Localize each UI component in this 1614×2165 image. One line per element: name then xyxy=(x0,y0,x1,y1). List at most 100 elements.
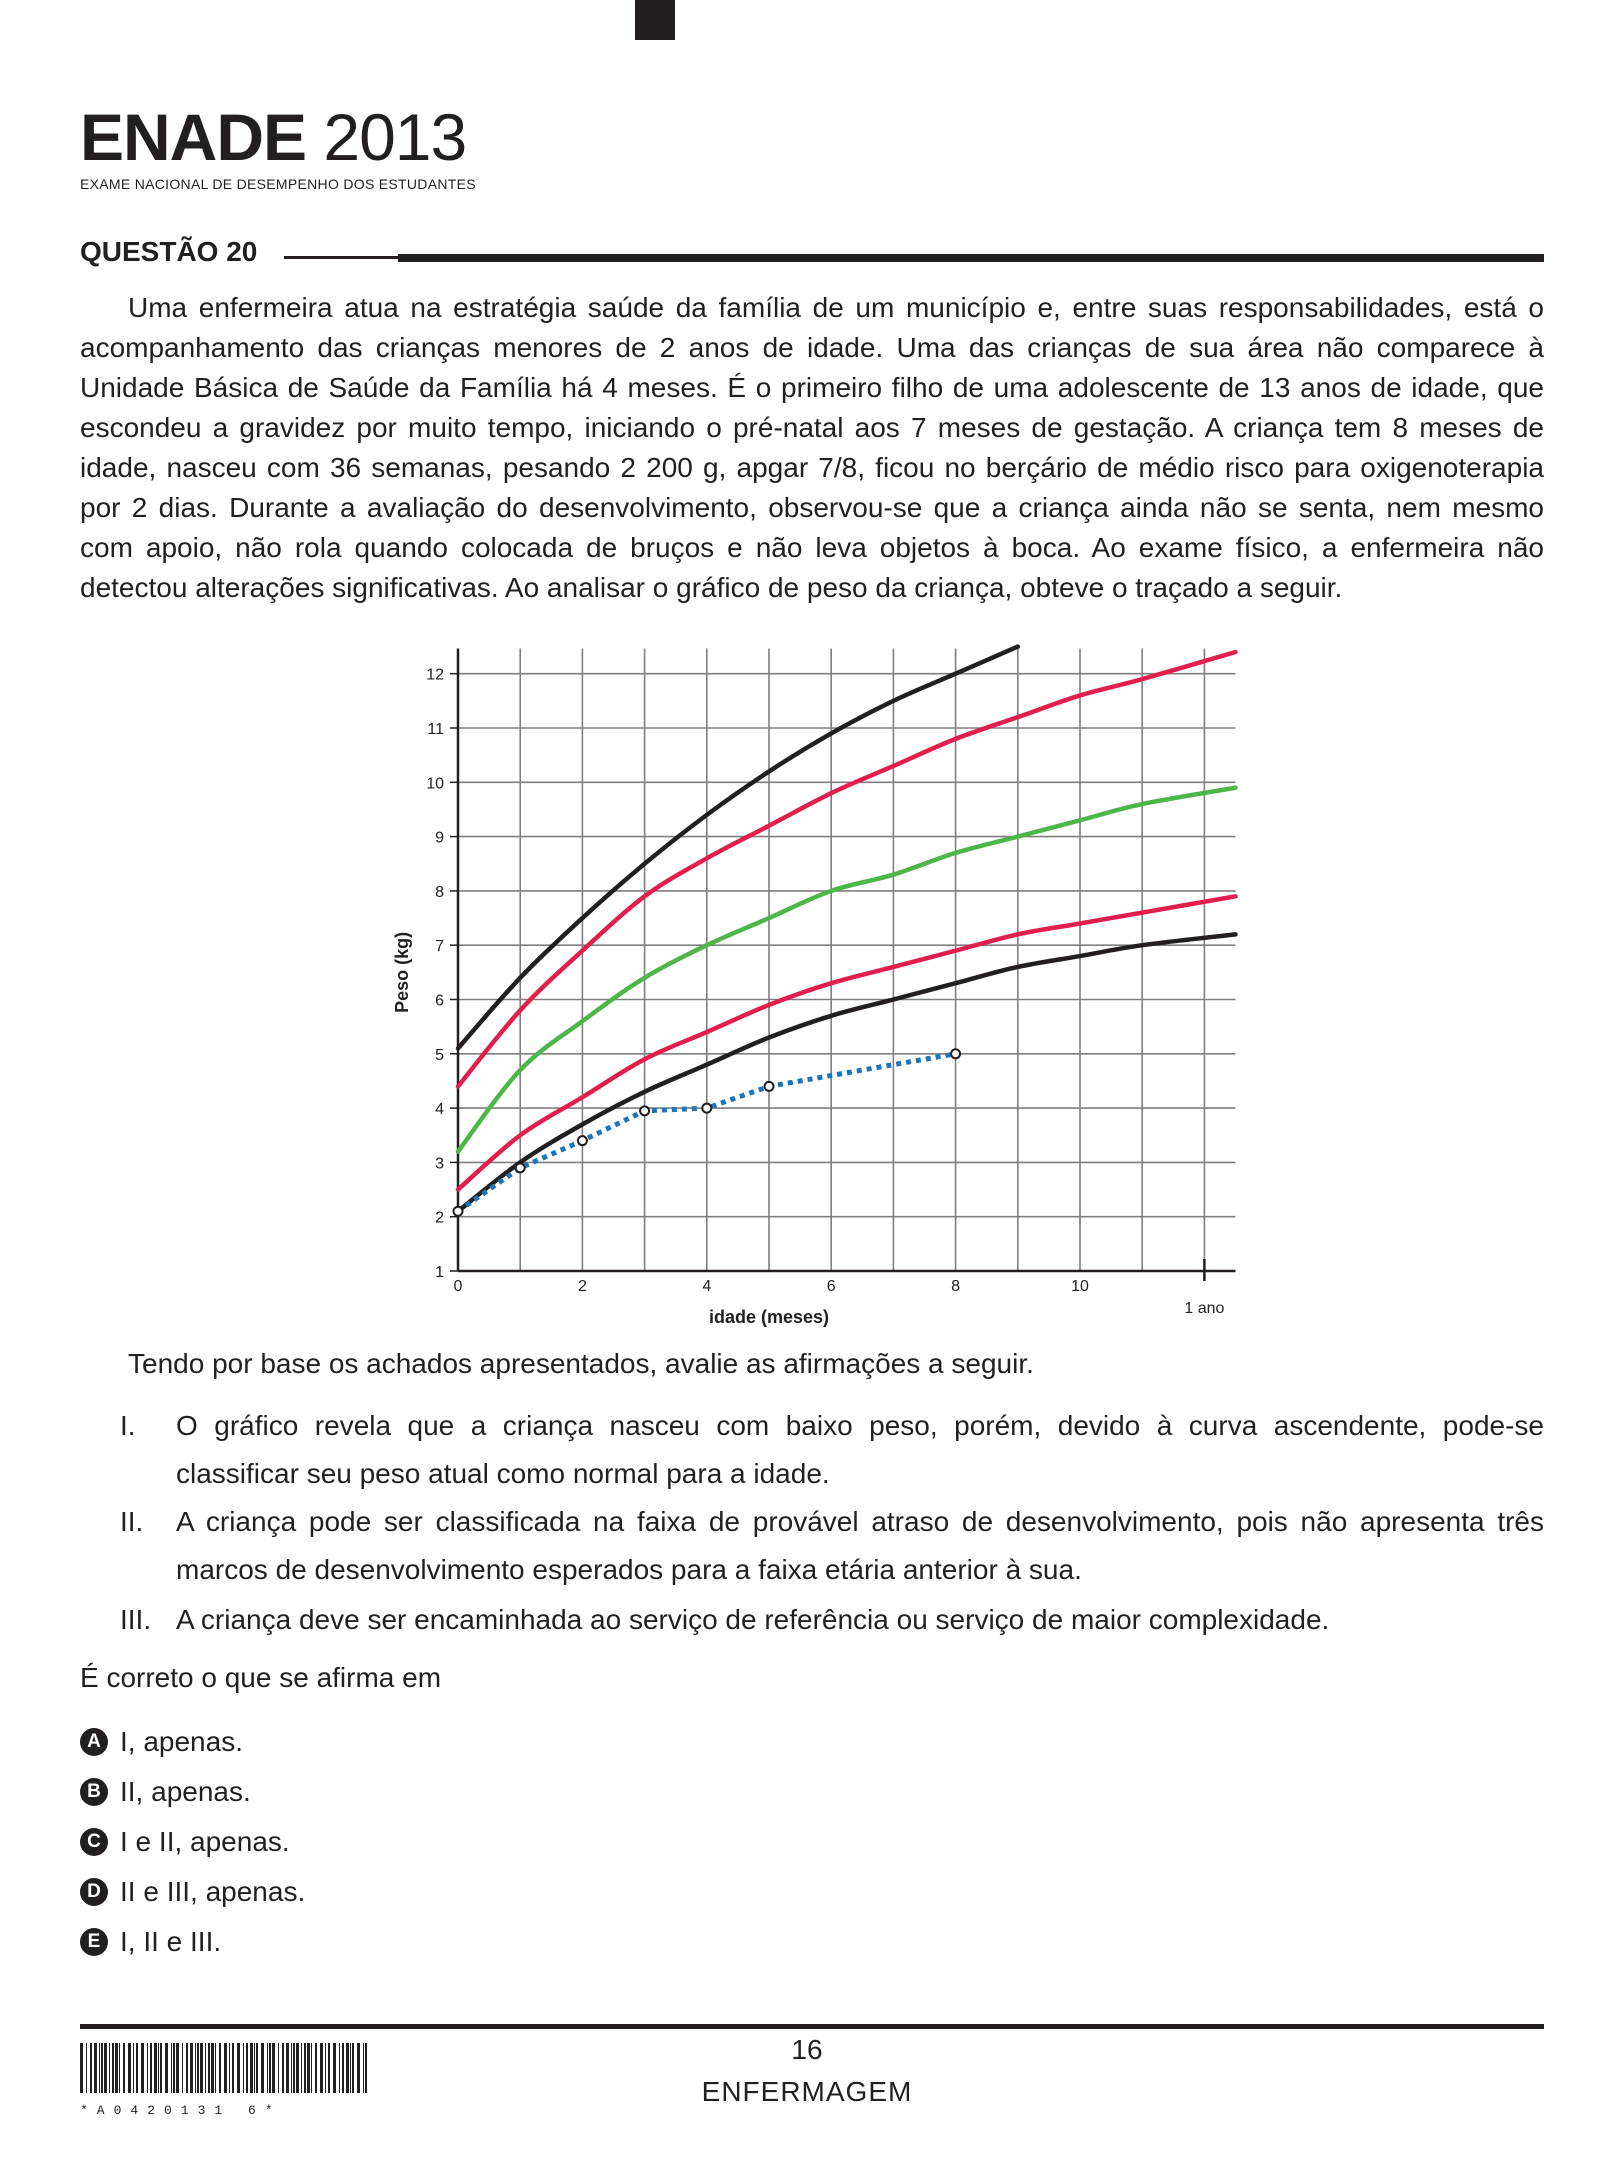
barcode-bar xyxy=(250,2043,253,2093)
barcode xyxy=(80,2043,367,2093)
barcode-bar xyxy=(293,2043,295,2093)
barcode-bar xyxy=(99,2043,100,2093)
barcode-bar xyxy=(147,2043,148,2093)
barcode-bar xyxy=(328,2043,330,2093)
footer-rule xyxy=(80,2024,1544,2029)
logo-year: 2013 xyxy=(323,100,467,174)
x-axis-title: idade (meses) xyxy=(709,1307,829,1327)
barcode-bar xyxy=(94,2043,97,2093)
barcode-bar xyxy=(261,2043,264,2093)
barcode-bar xyxy=(197,2043,199,2093)
option-d-text: II e III, apenas. xyxy=(120,1876,306,1907)
barcode-bar xyxy=(224,2043,227,2093)
y-tick-label: 5 xyxy=(435,1047,444,1064)
child-weight-point xyxy=(452,1205,464,1217)
question-title: QUESTÃO 20 xyxy=(80,236,258,267)
option-d[interactable]: D II e III, apenas. xyxy=(80,1876,305,1908)
barcode-bar xyxy=(109,2043,110,2093)
child-weight-point xyxy=(514,1162,526,1174)
barcode-bar xyxy=(365,2043,367,2093)
x-tick-label: 10 xyxy=(1071,1278,1089,1295)
y-tick-label: 3 xyxy=(435,1155,444,1172)
barcode-bar xyxy=(165,2043,168,2093)
barcode-bar xyxy=(104,2043,107,2093)
barcode-bar xyxy=(219,2043,221,2093)
x-tick-label: 4 xyxy=(702,1278,711,1295)
barcode-bar xyxy=(342,2043,344,2093)
barcode-bar xyxy=(315,2043,317,2093)
barcode-bar xyxy=(333,2043,336,2093)
y-tick-label: 7 xyxy=(435,938,444,955)
title-rule-thin xyxy=(284,256,400,259)
barcode-bar xyxy=(278,2043,279,2093)
option-b-letter: B xyxy=(80,1778,108,1806)
child-weight-point xyxy=(763,1080,775,1092)
y-axis-title: Peso (kg) xyxy=(392,932,412,1013)
x-tick-label: 0 xyxy=(454,1278,463,1295)
statement-2: II. A criança pode ser classificada na f… xyxy=(120,1498,1544,1594)
child-weight-point xyxy=(576,1135,588,1147)
option-b[interactable]: B II, apenas. xyxy=(80,1776,251,1808)
reference-curve-5 xyxy=(455,932,1238,1214)
barcode-bar xyxy=(352,2043,354,2093)
barcode-bar xyxy=(205,2043,206,2093)
reference-curve-2 xyxy=(455,649,1238,1089)
barcode-digits: *A0420131 6* xyxy=(80,2103,282,2118)
y-tick-label: 6 xyxy=(435,993,444,1010)
barcode-bar xyxy=(173,2043,175,2093)
barcode-bar xyxy=(158,2043,159,2093)
statements-intro: Tendo por base os achados apresentados, … xyxy=(128,1348,1034,1379)
logo-subtitle: EXAME NACIONAL DE DESEMPENHO DOS ESTUDAN… xyxy=(80,176,476,192)
logo-title: ENADE 2013 xyxy=(80,104,476,170)
option-c-letter: C xyxy=(80,1828,108,1856)
y-tick-label: 2 xyxy=(435,1210,444,1227)
barcode-bar xyxy=(350,2043,351,2093)
y-tick-label: 8 xyxy=(435,884,444,901)
option-d-letter: D xyxy=(80,1878,108,1906)
weight-chart: 1 2 3 4 5 6 7 8 9 10 11 12 0 2 4 6 8 10 1 ano idade (meses)… xyxy=(380,635,1260,1335)
reference-curve-4 xyxy=(455,894,1238,1192)
barcode-bar xyxy=(150,2043,152,2093)
barcode-bar xyxy=(211,2043,214,2093)
option-e[interactable]: E I, II e III. xyxy=(80,1926,221,1958)
barcode-bar xyxy=(246,2043,248,2093)
barcode-bar xyxy=(119,2043,120,2093)
option-a-letter: A xyxy=(80,1728,108,1756)
option-b-text: II, apenas. xyxy=(120,1776,251,1807)
x-tick-label: 6 xyxy=(827,1278,836,1295)
barcode-bar xyxy=(243,2043,244,2093)
question-text: Uma enfermeira atua na estratégia saúde … xyxy=(80,292,1544,603)
child-weight-point xyxy=(950,1048,962,1060)
barcode-bar xyxy=(307,2043,310,2093)
barcode-bar xyxy=(286,2043,289,2093)
barcode-bar xyxy=(133,2043,134,2093)
barcode-bar xyxy=(200,2043,203,2093)
barcode-bar xyxy=(86,2043,87,2093)
one-year-label: 1 ano xyxy=(1184,1300,1224,1317)
statement-3-text: A criança deve ser encaminhada ao serviç… xyxy=(176,1604,1330,1635)
barcode-bar xyxy=(269,2043,271,2093)
option-a[interactable]: A I, apenas. xyxy=(80,1726,243,1758)
barcode-bar xyxy=(190,2043,193,2093)
logo-enade: ENADE xyxy=(80,100,307,174)
barcode-bar xyxy=(141,2043,144,2093)
barcode-bar xyxy=(256,2043,258,2093)
y-tick-label: 9 xyxy=(435,830,444,847)
statement-2-text: A criança pode ser classificada na faixa… xyxy=(176,1506,1544,1585)
barcode-bar xyxy=(346,2043,349,2093)
barcode-bar xyxy=(115,2043,118,2093)
barcode-bar xyxy=(296,2043,299,2093)
barcode-bar xyxy=(301,2043,302,2093)
y-tick-label: 10 xyxy=(426,775,444,792)
barcode-bar xyxy=(320,2043,323,2093)
barcode-bar xyxy=(339,2043,340,2093)
barcode-bar xyxy=(254,2043,255,2093)
barcode-bar xyxy=(176,2043,179,2093)
option-c[interactable]: C I e II, apenas. xyxy=(80,1826,290,1858)
barcode-bar xyxy=(186,2043,188,2093)
barcode-bar xyxy=(101,2043,103,2093)
child-weight-point xyxy=(701,1102,713,1114)
barcode-bar xyxy=(171,2043,172,2093)
barcode-bar xyxy=(232,2043,234,2093)
